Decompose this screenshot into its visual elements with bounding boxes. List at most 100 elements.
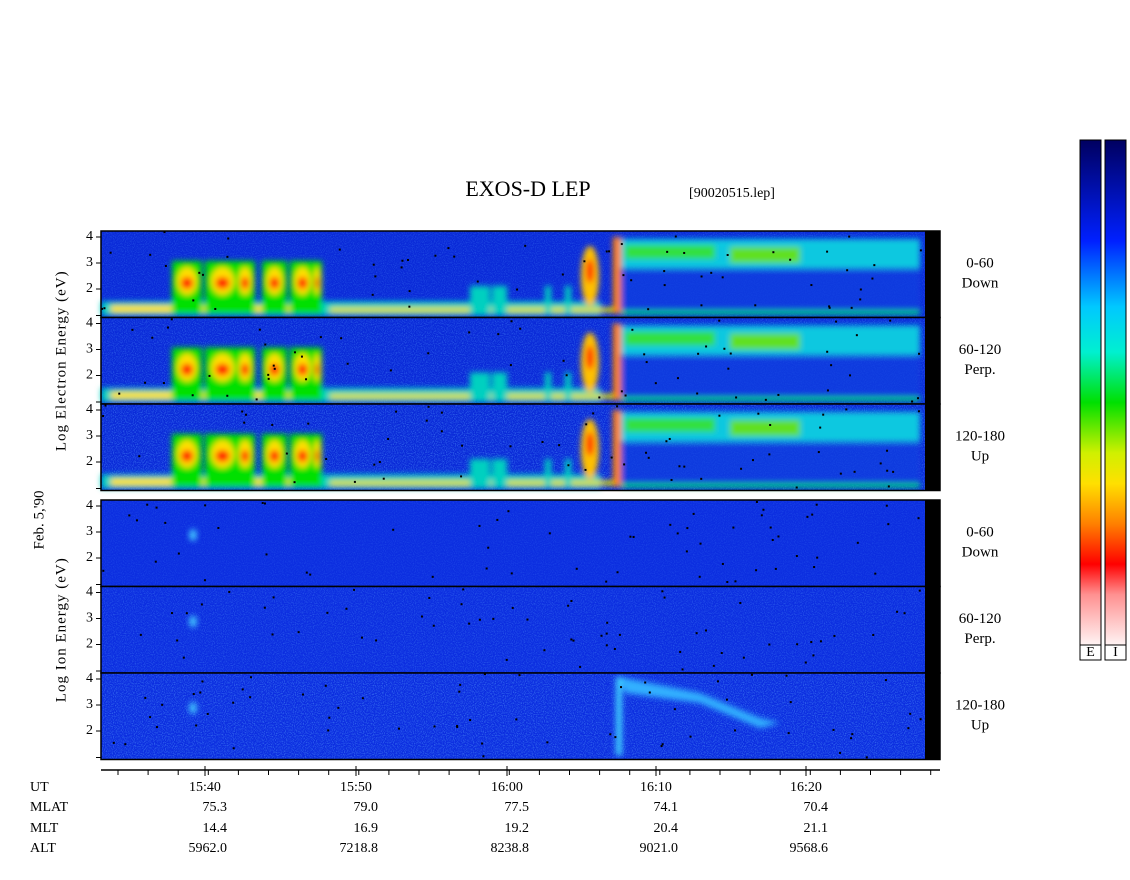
dropout bbox=[815, 503, 818, 506]
dropout bbox=[903, 612, 906, 615]
dropout bbox=[712, 664, 715, 667]
dropout bbox=[826, 389, 829, 392]
dropout bbox=[616, 571, 619, 574]
dropout bbox=[427, 405, 430, 408]
panel-frame bbox=[100, 672, 941, 761]
spectrograms bbox=[100, 230, 941, 761]
colorbar-label: E bbox=[1086, 645, 1095, 660]
dropout bbox=[692, 512, 695, 515]
dropout bbox=[795, 486, 798, 489]
dropout bbox=[826, 250, 829, 253]
dropout bbox=[378, 461, 381, 464]
dropout bbox=[406, 259, 409, 262]
dropout bbox=[683, 251, 686, 254]
ion-dispersion bbox=[620, 677, 780, 728]
dropout bbox=[666, 250, 669, 253]
burst bbox=[492, 372, 507, 401]
dropout bbox=[681, 668, 684, 671]
dropout bbox=[164, 521, 167, 524]
dropout bbox=[789, 701, 792, 704]
dropout bbox=[610, 456, 613, 459]
dropout bbox=[293, 351, 296, 354]
file-name: [90020515.lep] bbox=[689, 186, 775, 201]
dropout bbox=[208, 374, 211, 377]
dropout bbox=[700, 275, 703, 278]
dropout bbox=[398, 727, 401, 730]
dropout bbox=[833, 634, 836, 637]
dropout bbox=[258, 328, 261, 331]
dropout bbox=[185, 612, 188, 615]
dropout bbox=[683, 465, 686, 468]
dropout bbox=[192, 299, 195, 302]
dropout bbox=[453, 255, 456, 258]
burst-hot bbox=[586, 432, 594, 456]
dropout bbox=[732, 526, 735, 529]
dropout bbox=[192, 693, 195, 696]
edge bbox=[613, 237, 621, 314]
burst-hot bbox=[215, 363, 230, 376]
dropout bbox=[755, 500, 758, 503]
ephemeris-value: 5962.0 bbox=[189, 841, 228, 856]
dropout bbox=[795, 554, 798, 557]
dropout bbox=[645, 451, 648, 454]
dropout bbox=[845, 408, 848, 411]
dropout bbox=[166, 326, 169, 329]
y-tick-label: 4 bbox=[86, 585, 93, 600]
dropout bbox=[567, 604, 570, 607]
dropout bbox=[629, 535, 632, 538]
ephemeris-value: 9568.6 bbox=[790, 841, 829, 856]
dropout bbox=[374, 275, 377, 278]
dropout bbox=[509, 445, 512, 448]
dropout bbox=[139, 633, 142, 636]
dropout bbox=[685, 550, 688, 553]
burst-hot bbox=[315, 450, 319, 462]
dropout bbox=[826, 350, 829, 353]
dropout bbox=[676, 377, 679, 380]
upper-band bbox=[615, 444, 920, 484]
colorbar bbox=[1104, 139, 1127, 646]
dropout bbox=[620, 686, 623, 689]
band bbox=[620, 308, 920, 315]
dropout bbox=[846, 269, 849, 272]
dropout bbox=[768, 643, 771, 646]
dropout bbox=[272, 596, 275, 599]
dropout bbox=[605, 250, 608, 253]
dropout bbox=[431, 575, 434, 578]
dropout bbox=[699, 542, 702, 545]
axes: 4 3 2 0-60 Down 4 3 2 60-120 Perp. 4 3 2 120-180 Up Log… bbox=[30, 139, 1127, 856]
dropout bbox=[271, 633, 274, 636]
burst-hot bbox=[181, 277, 193, 289]
dropout bbox=[558, 444, 561, 447]
dropout bbox=[264, 343, 267, 346]
dropout bbox=[420, 615, 423, 618]
dropout bbox=[570, 638, 573, 641]
upper-band bbox=[625, 418, 715, 432]
dropout bbox=[255, 398, 258, 401]
dropout bbox=[917, 517, 920, 520]
y-tick-label: 4 bbox=[86, 316, 93, 331]
dropout bbox=[886, 469, 889, 472]
dropout bbox=[859, 288, 862, 291]
dropout bbox=[822, 413, 825, 416]
dropout bbox=[752, 459, 755, 462]
dropout bbox=[305, 571, 308, 574]
y-tick-label: 2 bbox=[86, 637, 93, 652]
dropout bbox=[698, 575, 701, 578]
dropout bbox=[661, 590, 664, 593]
dropout bbox=[835, 320, 838, 323]
dropout bbox=[124, 743, 127, 746]
time-label: 16:20 bbox=[790, 780, 822, 795]
ephemeris-value: 8238.8 bbox=[491, 841, 530, 856]
dropout bbox=[408, 290, 411, 293]
pitch-range: 60-120 bbox=[959, 342, 1002, 358]
dropout bbox=[456, 725, 459, 728]
dropout bbox=[285, 452, 288, 455]
dropout bbox=[886, 449, 889, 452]
dropout bbox=[516, 288, 519, 291]
dropout bbox=[832, 728, 835, 731]
date-label: Feb. 5,'90 bbox=[31, 491, 47, 550]
spectrum-features bbox=[189, 529, 197, 541]
ephemeris-name: UT bbox=[30, 780, 49, 795]
dropout bbox=[739, 601, 742, 604]
dropout bbox=[645, 361, 648, 364]
